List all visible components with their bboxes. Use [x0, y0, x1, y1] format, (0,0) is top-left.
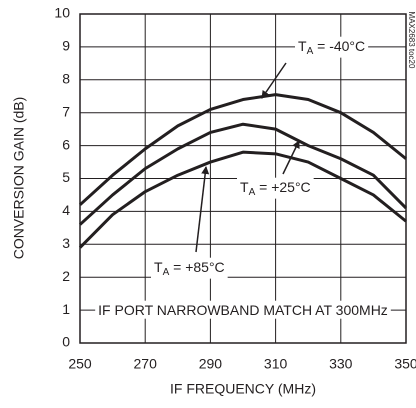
- y-tick-label: 10: [54, 5, 70, 21]
- y-tick-label: 9: [62, 38, 70, 54]
- y-tick-label: 6: [62, 136, 70, 152]
- annotation-text: T: [154, 259, 163, 275]
- annotation-text: = -40°C: [313, 38, 365, 54]
- annotation: TA = +85°C: [154, 259, 225, 278]
- side-note: MAX2683 toc20: [407, 12, 416, 69]
- annotation-arrow: [261, 62, 287, 99]
- y-tick-label: 4: [62, 202, 70, 218]
- gain-curve: [78, 93, 407, 206]
- x-tick-label: 270: [134, 356, 158, 372]
- x-tick-label: 290: [199, 356, 223, 372]
- annotation-subscript: A: [307, 46, 314, 57]
- annotation-arrow: [282, 140, 300, 175]
- annotation-text: = +25°C: [255, 179, 310, 195]
- y-tick-label: 1: [62, 301, 70, 317]
- x-axis-label: IF FREQUENCY (MHz): [170, 381, 316, 397]
- annotation-subscript: A: [163, 267, 170, 278]
- annotation-bg: [295, 36, 369, 58]
- annotation-bg: [151, 257, 228, 279]
- y-tick-label: 0: [62, 334, 70, 350]
- annotation-bg: [95, 300, 391, 319]
- annotation-text: = +85°C: [169, 259, 224, 275]
- gain-curve: [78, 150, 407, 249]
- y-tick-label: 5: [62, 169, 70, 185]
- y-tick-label: 2: [62, 268, 70, 284]
- x-tick-label: 350: [394, 356, 416, 372]
- x-tick-label: 250: [68, 356, 92, 372]
- annotation-bg: [237, 177, 314, 199]
- plot-frame: [79, 13, 407, 344]
- gain-curve: [78, 122, 408, 226]
- annotation: TA = +25°C: [240, 179, 311, 198]
- annotation: IF PORT NARROWBAND MATCH AT 300MHz: [98, 302, 388, 318]
- y-tick-label: 8: [62, 71, 70, 87]
- x-tick-label: 330: [329, 356, 353, 372]
- x-tick-label: 310: [264, 356, 288, 372]
- annotation: TA = -40°C: [298, 38, 365, 57]
- annotation-subscript: A: [249, 187, 256, 198]
- annotation-text: T: [298, 38, 307, 54]
- y-axis-label: CONVERSION GAIN (dB): [11, 97, 27, 260]
- annotation-text: T: [240, 179, 249, 195]
- annotation-text: IF PORT NARROWBAND MATCH AT 300MHz: [98, 302, 388, 318]
- y-tick-label: 7: [62, 103, 70, 119]
- y-tick-label: 3: [62, 235, 70, 251]
- annotation-arrow: [195, 166, 210, 253]
